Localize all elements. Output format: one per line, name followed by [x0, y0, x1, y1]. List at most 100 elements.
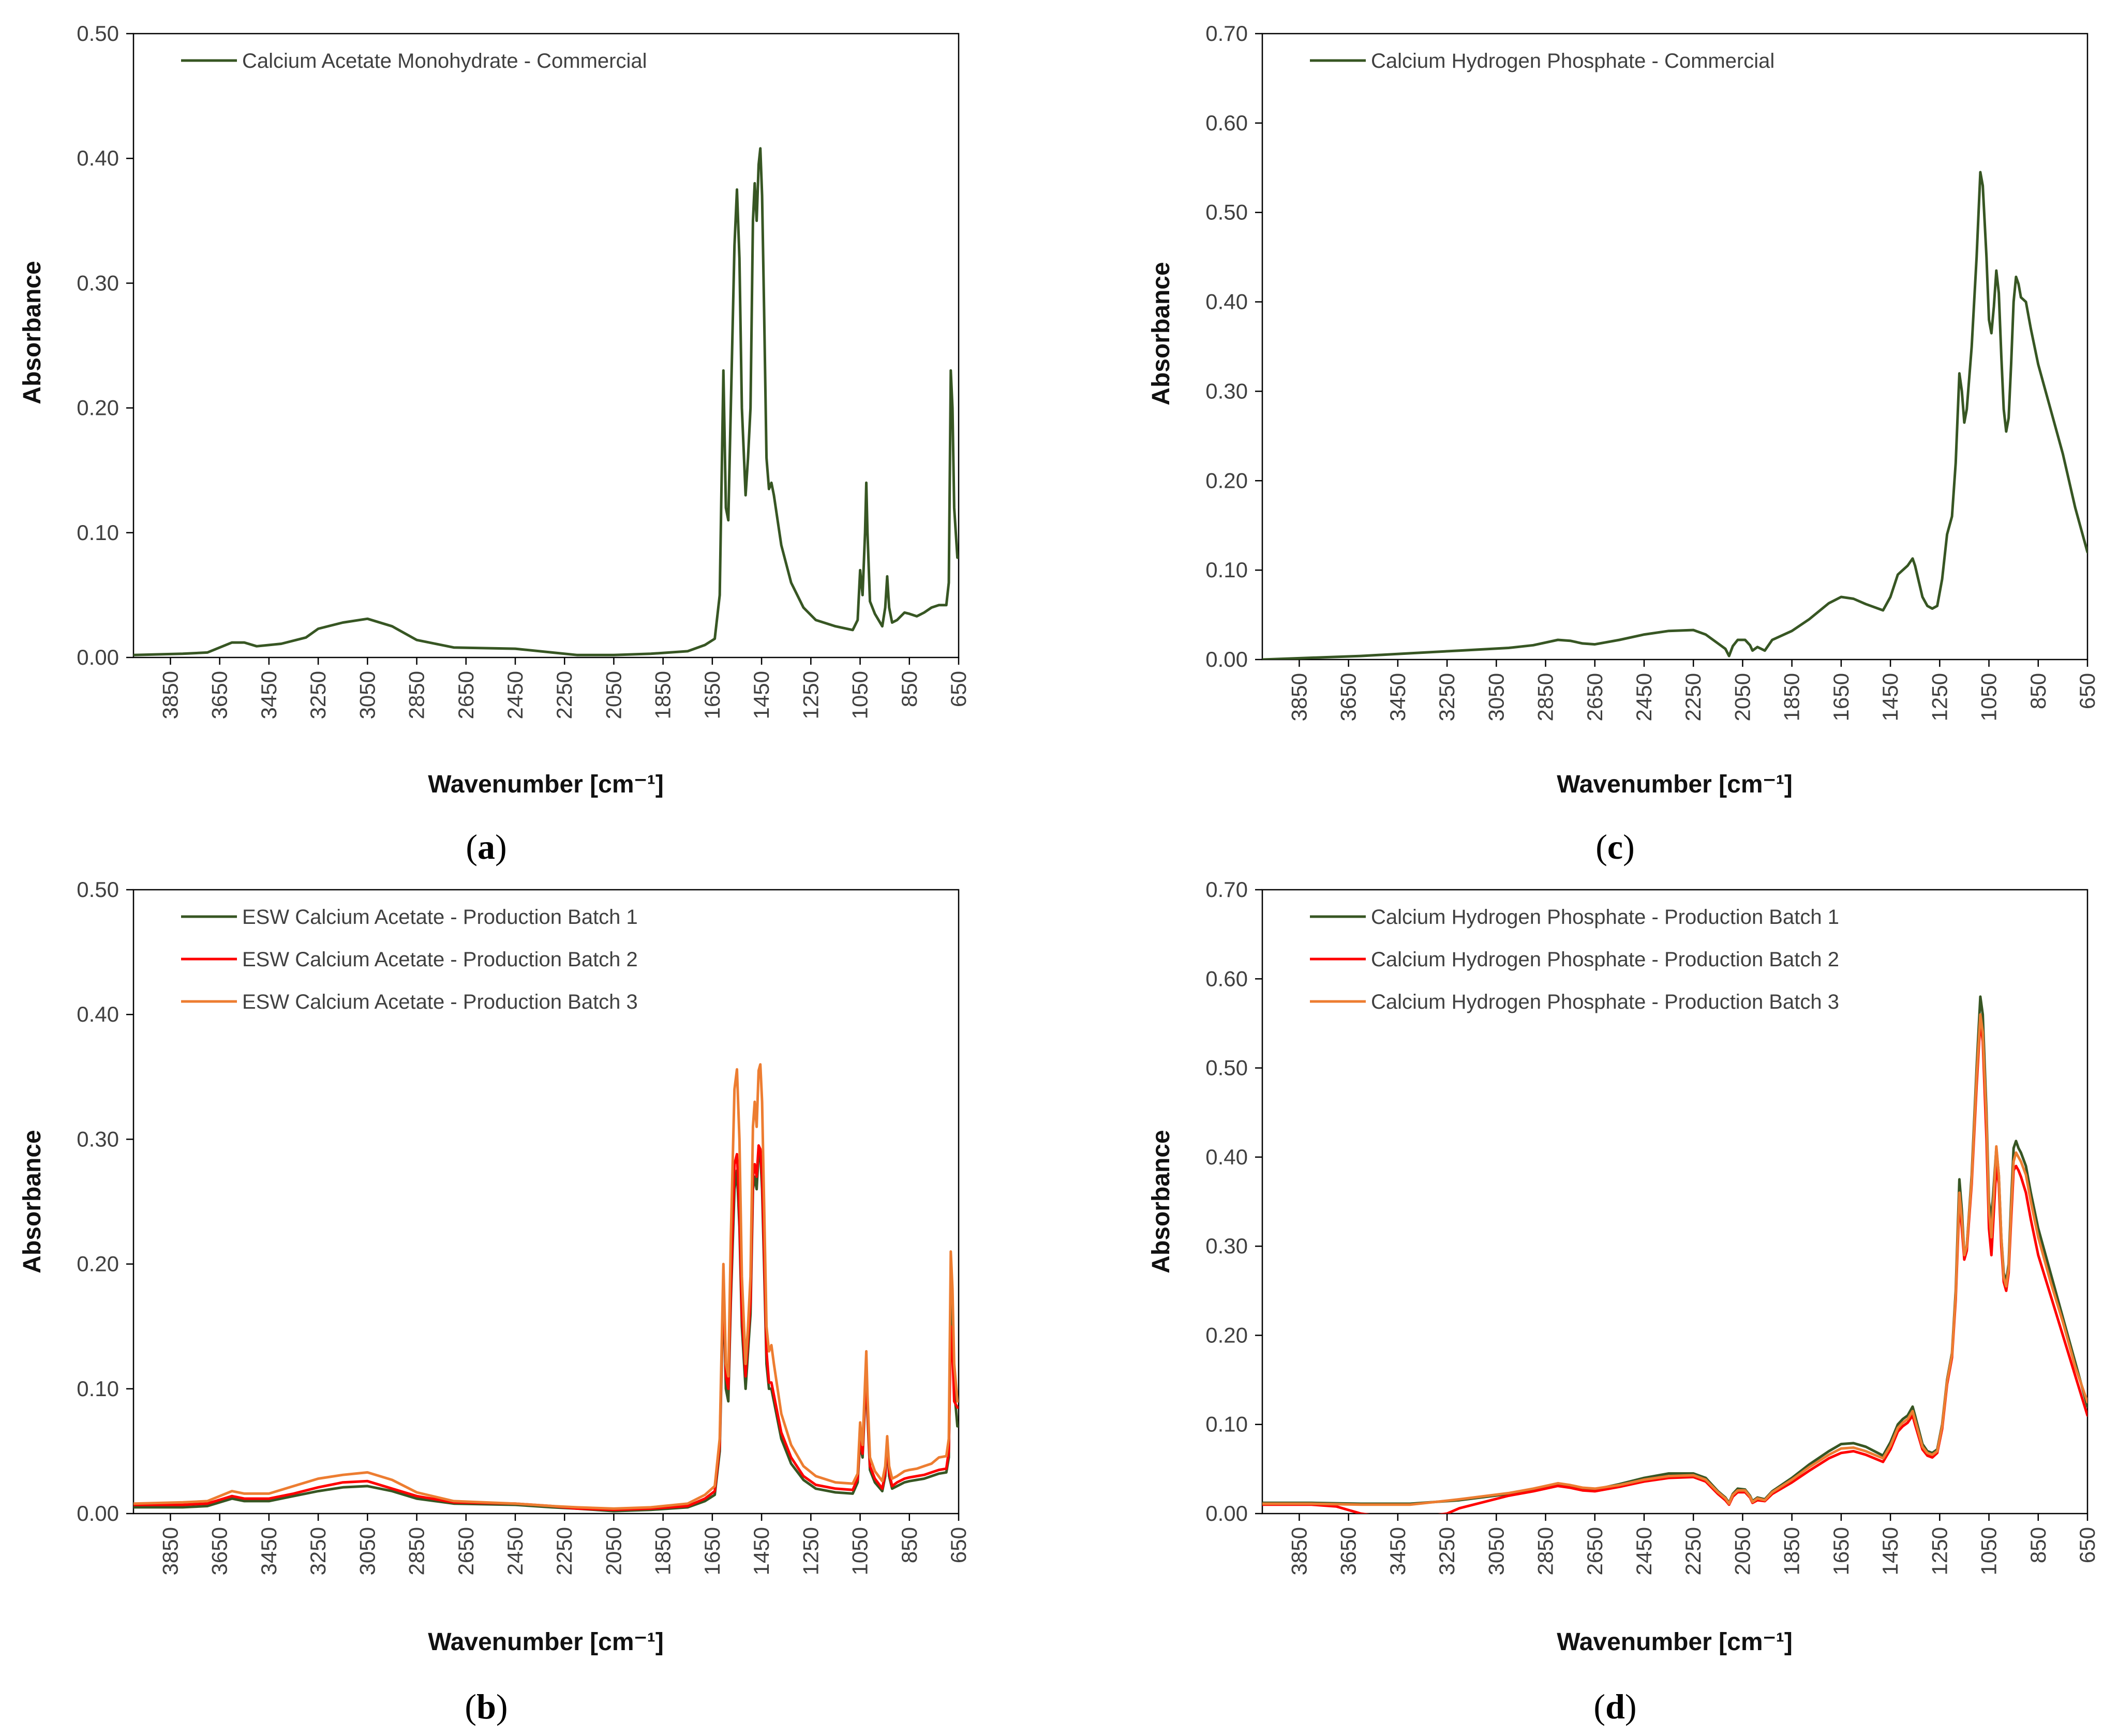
- x-tick-label: 1850: [651, 671, 675, 719]
- x-tick-label: 1650: [700, 671, 724, 719]
- x-tick-label: 2650: [454, 1527, 478, 1575]
- x-tick-label: 1650: [1829, 1527, 1853, 1575]
- x-tick-label: 2250: [552, 1527, 576, 1575]
- y-tick-label: 0.50: [77, 877, 119, 902]
- x-tick-label: 2450: [503, 671, 527, 719]
- x-tick-label: 1250: [798, 671, 823, 719]
- y-tick-label: 0.70: [1205, 877, 1248, 902]
- y-tick-label: 0.30: [77, 271, 119, 295]
- x-tick-label: 2250: [1681, 673, 1705, 721]
- x-tick-label: 2250: [552, 671, 576, 719]
- series-line-3: [1262, 1013, 2087, 1506]
- plot-area: [1261, 889, 2089, 1515]
- x-tick-label: 3450: [257, 1527, 281, 1575]
- x-tick-label: 3250: [1435, 673, 1459, 721]
- series-line-2: [1262, 1019, 2087, 1514]
- x-tick-label: 3650: [207, 1527, 232, 1575]
- series-group: [1262, 171, 2087, 660]
- x-tick-label: 1450: [749, 671, 773, 719]
- x-tick-label: 1450: [749, 1527, 773, 1575]
- x-tick-label: 3250: [306, 1527, 330, 1575]
- x-tick-label: 650: [946, 1527, 971, 1563]
- y-tick-label: 0.00: [1205, 1501, 1248, 1525]
- x-tick-label: 850: [897, 671, 921, 707]
- y-tick-label: 0.20: [1205, 468, 1248, 492]
- y-tick-label: 0.40: [77, 1002, 119, 1026]
- x-tick-label: 3850: [1287, 673, 1311, 721]
- x-axis-title: Wavenumber [cm⁻¹]: [428, 1628, 664, 1656]
- chart-panel-b: 0.00 0.10 0.20 0.30 0.40 0.50 3850 3650 3450 325…: [19, 877, 971, 1726]
- x-tick-label: 3450: [1385, 673, 1410, 721]
- y-tick-label: 0.20: [77, 1252, 119, 1276]
- x-tick-label: 1250: [798, 1527, 823, 1575]
- series-line-1: [133, 147, 959, 656]
- y-tick-label: 0.20: [77, 396, 119, 420]
- x-tick-label: 3450: [1385, 1527, 1410, 1575]
- x-axis: 3850 3650 3450 3250 3050 2850 2650 2450 2250 2050…: [158, 1514, 971, 1575]
- x-axis: 3850 3650 3450 3250 3050 2850 2650 2450 2250 2050…: [1287, 1514, 2099, 1575]
- x-tick-label: 2850: [1533, 1527, 1558, 1575]
- legend: ESW Calcium Acetate - Production Batch 1…: [181, 906, 638, 1013]
- x-tick-label: 1850: [1780, 1527, 1804, 1575]
- y-tick-label: 0.40: [1205, 290, 1248, 314]
- legend-label: Calcium Acetate Monohydrate - Commercial: [242, 50, 647, 72]
- panel-label-c: (c): [1595, 827, 1635, 866]
- y-tick-label: 0.10: [77, 1376, 119, 1401]
- x-tick-label: 1050: [848, 671, 872, 719]
- x-tick-label: 850: [2026, 1527, 2050, 1563]
- series-line-3: [133, 1063, 959, 1510]
- y-tick-label: 0.50: [1205, 1056, 1248, 1080]
- x-tick-label: 650: [946, 671, 971, 707]
- legend-label: Calcium Hydrogen Phosphate - Production …: [1371, 948, 1839, 971]
- x-tick-label: 2650: [454, 671, 478, 719]
- x-tick-label: 1050: [848, 1527, 872, 1575]
- x-tick-label: 2450: [503, 1527, 527, 1575]
- x-tick-label: 1450: [1878, 1527, 1902, 1575]
- x-tick-label: 2050: [1730, 1527, 1754, 1575]
- legend-label: Calcium Hydrogen Phosphate - Commercial: [1371, 50, 1774, 72]
- x-tick-label: 1250: [1927, 673, 1951, 721]
- x-tick-label: 3050: [1484, 1527, 1508, 1575]
- x-axis-title: Wavenumber [cm⁻¹]: [1557, 771, 1793, 798]
- x-tick-label: 2050: [1730, 673, 1754, 721]
- x-tick-label: 2850: [405, 1527, 429, 1575]
- x-tick-label: 850: [897, 1527, 921, 1563]
- y-tick-label: 0.10: [77, 520, 119, 545]
- x-tick-label: 1450: [1878, 673, 1902, 721]
- series-group: [133, 147, 959, 656]
- legend-label: ESW Calcium Acetate - Production Batch 1: [242, 906, 638, 929]
- x-axis-title: Wavenumber [cm⁻¹]: [1557, 1628, 1793, 1656]
- y-tick-label: 0.40: [1205, 1145, 1248, 1169]
- series-group: [133, 1063, 959, 1513]
- x-tick-label: 3250: [1435, 1527, 1459, 1575]
- x-axis: 3850 3650 3450 3250 3050 2850 2650 2450 2250 2050…: [158, 657, 971, 719]
- x-tick-label: 2050: [601, 671, 625, 719]
- y-tick-label: 0.00: [1205, 647, 1248, 671]
- x-tick-label: 2850: [405, 671, 429, 719]
- x-tick-label: 3650: [207, 671, 232, 719]
- x-tick-label: 2850: [1533, 673, 1558, 721]
- x-axis-title: Wavenumber [cm⁻¹]: [428, 771, 664, 798]
- y-tick-label: 0.30: [1205, 379, 1248, 403]
- x-tick-label: 3050: [1484, 673, 1508, 721]
- legend-label: ESW Calcium Acetate - Production Batch 3: [242, 991, 638, 1013]
- x-tick-label: 1850: [1780, 673, 1804, 721]
- y-axis-title: Absorbance: [19, 1130, 46, 1273]
- x-tick-label: 3650: [1336, 673, 1361, 721]
- plot-area: [132, 33, 960, 659]
- x-tick-label: 850: [2026, 673, 2050, 709]
- panel-label-a: (a): [466, 827, 506, 866]
- series-line-2: [133, 1144, 959, 1511]
- y-tick-label: 0.00: [77, 645, 119, 669]
- x-axis: 3850 3650 3450 3250 3050 2850 2650 2450 2250 2050…: [1287, 660, 2099, 721]
- y-axis-title: Absorbance: [19, 261, 46, 404]
- x-tick-label: 1050: [1977, 1527, 2001, 1575]
- y-tick-label: 0.20: [1205, 1323, 1248, 1347]
- panel-label-d: (d): [1593, 1687, 1636, 1726]
- y-tick-label: 0.30: [1205, 1234, 1248, 1258]
- y-tick-label: 0.30: [77, 1127, 119, 1151]
- chart-panel-d: 0.00 0.10 0.20 0.30 0.40 0.50 0.60 0.70 3850 365…: [1147, 877, 2099, 1726]
- x-tick-label: 3250: [306, 671, 330, 719]
- y-axis: 0.00 0.10 0.20 0.30 0.40 0.50 0.60 0.70: [1205, 877, 1262, 1525]
